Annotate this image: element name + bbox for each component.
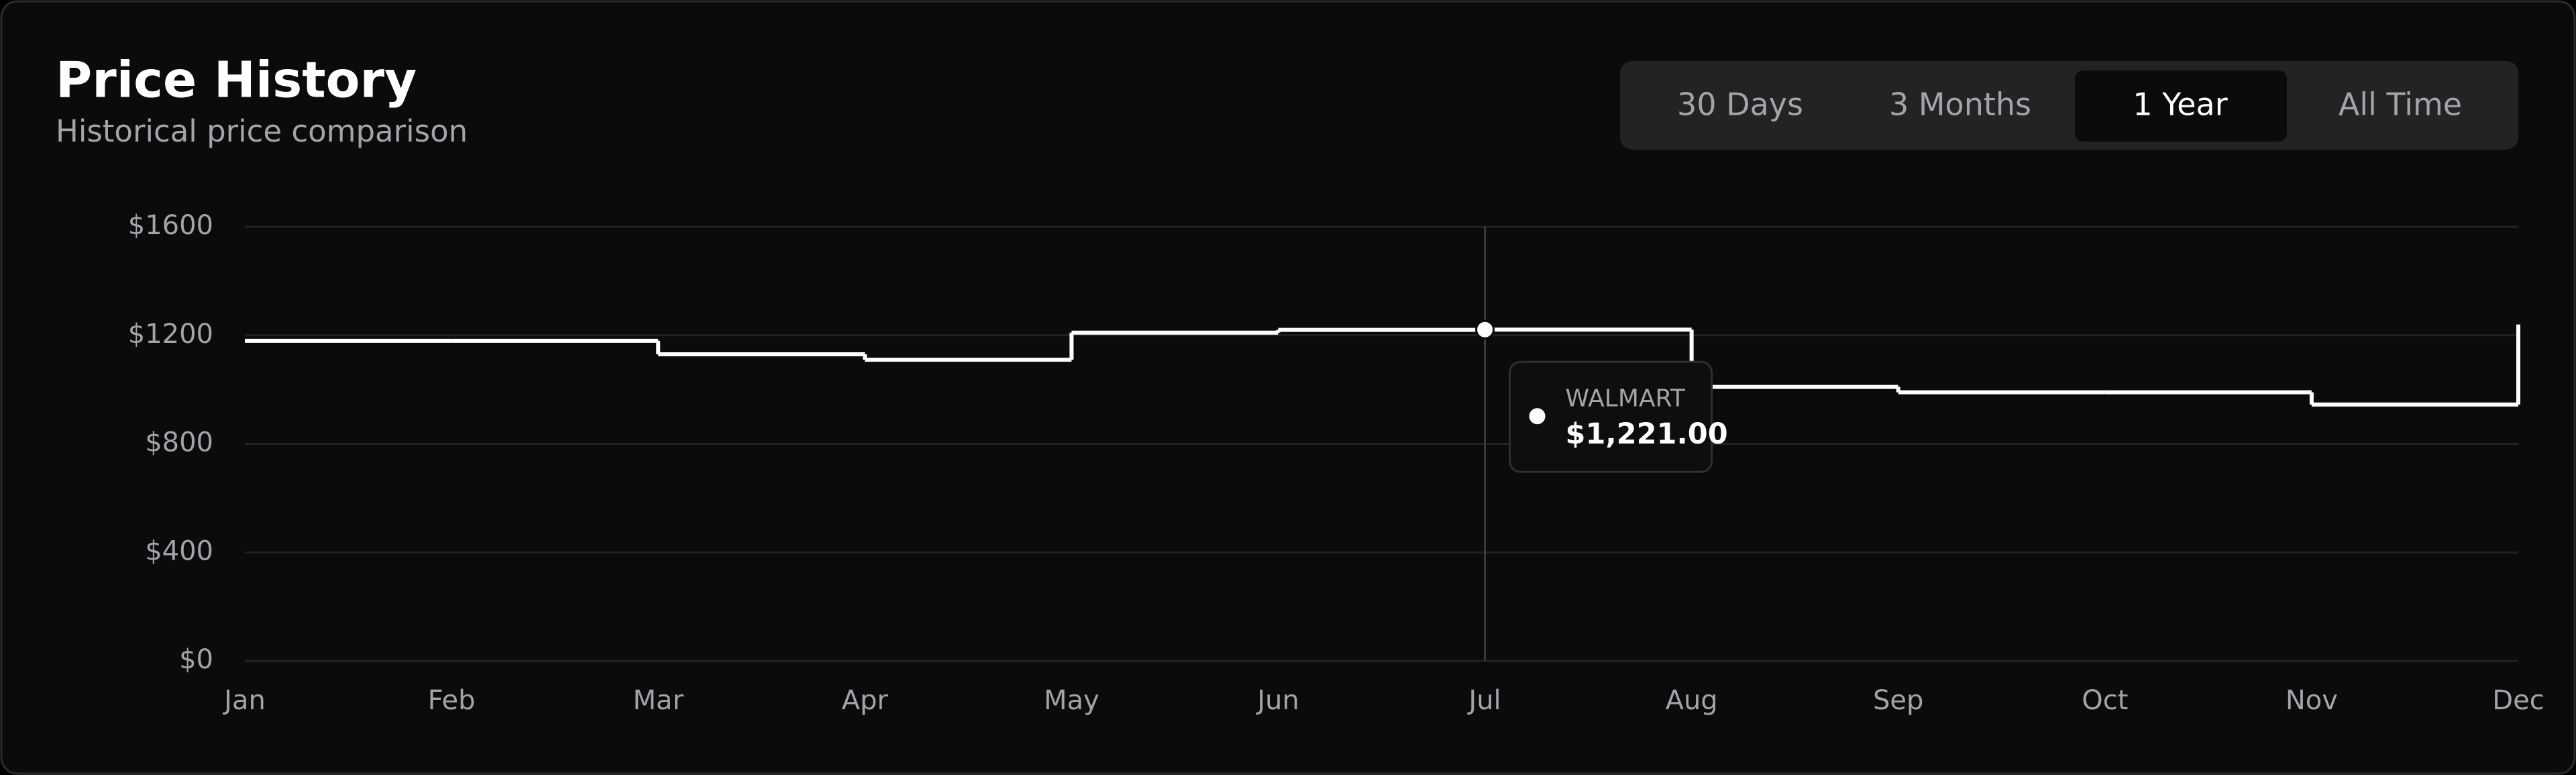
- y-tick-label: $800: [145, 427, 213, 458]
- tooltip-value: $1,221.00: [1566, 417, 1728, 451]
- range-tab[interactable]: 1 Year: [2133, 87, 2227, 123]
- range-tab-active[interactable]: [2075, 70, 2287, 142]
- x-tick-label: Oct: [2082, 685, 2128, 716]
- x-tick-label: Feb: [428, 685, 476, 716]
- x-tick-label: Jun: [1255, 685, 1299, 716]
- x-tick-label: Mar: [633, 685, 684, 716]
- x-tick-label: Jan: [222, 685, 266, 716]
- x-tick-label: Dec: [2492, 685, 2544, 716]
- range-tab[interactable]: 3 Months: [1889, 87, 2031, 123]
- y-tick-label: $0: [179, 644, 213, 675]
- x-tick-label: May: [1044, 685, 1099, 716]
- tooltip: [1509, 360, 1713, 473]
- x-tick-label: Apr: [842, 685, 889, 716]
- y-tick-label: $400: [145, 535, 213, 566]
- x-tick-label: Aug: [1666, 685, 1718, 716]
- title: Price History: [56, 52, 417, 109]
- range-selector: [1620, 61, 2518, 150]
- tooltip-swatch: [1529, 408, 1546, 425]
- x-tick-label: Jul: [1466, 685, 1501, 716]
- active-point: [1475, 319, 1495, 340]
- range-tab[interactable]: 30 Days: [1677, 87, 1803, 123]
- range-tab[interactable]: All Time: [2339, 87, 2462, 123]
- tooltip-series: WALMART: [1566, 384, 1686, 412]
- x-tick-label: Sep: [1873, 685, 1923, 716]
- x-tick-label: Nov: [2286, 685, 2338, 716]
- y-tick-label: $1600: [128, 210, 213, 241]
- subtitle: Historical price comparison: [56, 113, 468, 149]
- y-tick-label: $1200: [128, 319, 213, 350]
